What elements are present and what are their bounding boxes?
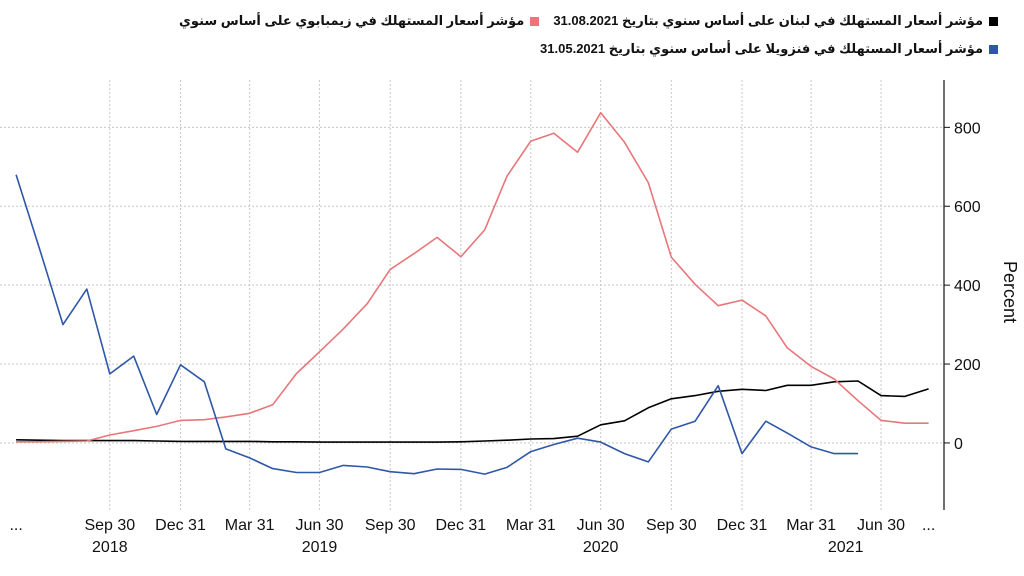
series-line-lebanon [16, 380, 929, 443]
series-line-zimbabwe [16, 111, 929, 443]
x-year-label: 2018 [92, 539, 128, 556]
x-tick-label: Dec 31 [436, 517, 487, 534]
legend-swatch-venezuela [989, 44, 998, 54]
legend-swatch-zimbabwe [530, 16, 540, 26]
x-tick-label: Jun 30 [577, 517, 625, 534]
x-tick-label: ... [9, 517, 22, 534]
y-tick-label: 0 [954, 436, 963, 453]
x-tick-label: Mar 31 [786, 517, 836, 534]
legend-item-venezuela: مؤشر أسعار المستهلك في فنزويلا على أساس … [540, 41, 998, 57]
grid-lines [0, 80, 944, 510]
tick-labels: 0 200 400 600 800... Sep 30 Dec 31 Mar 31 Jun 30… [9, 120, 980, 556]
legend-row-2: مؤشر أسعار المستهلك في فنزويلا على أساس … [526, 41, 998, 57]
y-tick-label: 800 [954, 120, 981, 137]
legend-swatch-lebanon [989, 16, 998, 26]
x-tick-label: Dec 31 [155, 517, 206, 534]
y-axis-label: Percent [1000, 261, 1020, 323]
x-tick-label: Mar 31 [225, 517, 275, 534]
x-year-label: 2021 [828, 539, 864, 556]
x-tick-label: Mar 31 [506, 517, 556, 534]
series-line-venezuela [15, 174, 858, 475]
x-tick-label: Jun 30 [296, 517, 344, 534]
axes [943, 80, 950, 510]
x-year-label: 2020 [583, 539, 619, 556]
x-year-label: 2019 [302, 539, 338, 556]
x-tick-label: Sep 30 [365, 517, 416, 534]
y-tick-label: 200 [954, 357, 981, 374]
legend-label-lebanon: مؤشر أسعار المستهلك في لبنان على أساس سن… [553, 13, 983, 28]
x-tick-label: ... [922, 517, 935, 534]
y-tick-label: 400 [954, 278, 981, 295]
legend-label-venezuela: مؤشر أسعار المستهلك في فنزويلا على أساس … [540, 41, 983, 56]
x-tick-label: Dec 31 [717, 517, 768, 534]
legend-item-zimbabwe: مؤشر أسعار المستهلك في زيمبابوي على أساس… [179, 13, 540, 29]
x-tick-label: Sep 30 [646, 517, 697, 534]
legend-label-zimbabwe: مؤشر أسعار المستهلك في زيمبابوي على أساس… [179, 13, 525, 28]
y-tick-label: 600 [954, 199, 981, 216]
x-tick-label: Sep 30 [84, 517, 135, 534]
legend-item-lebanon: مؤشر أسعار المستهلك في لبنان على أساس سن… [553, 13, 998, 29]
x-tick-label: Jun 30 [857, 517, 905, 534]
legend-row-1: مؤشر أسعار المستهلك في لبنان على أساس سن… [165, 13, 998, 29]
series-layer [15, 111, 929, 475]
